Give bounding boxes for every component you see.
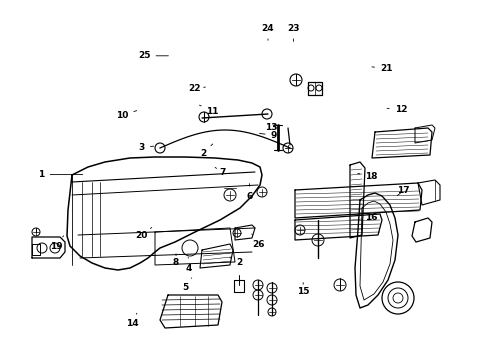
Text: 16: 16 — [361, 211, 377, 222]
Text: 14: 14 — [125, 313, 138, 328]
Text: 9: 9 — [259, 130, 277, 139]
Text: 1: 1 — [39, 170, 82, 179]
Text: 4: 4 — [184, 257, 191, 273]
Text: 19: 19 — [50, 236, 63, 251]
Text: 24: 24 — [261, 24, 274, 40]
Text: 13: 13 — [264, 123, 277, 132]
Text: 6: 6 — [246, 184, 252, 201]
Text: 10: 10 — [116, 111, 137, 120]
Text: 17: 17 — [396, 186, 409, 195]
Text: 12: 12 — [386, 105, 407, 114]
Text: 18: 18 — [357, 172, 377, 181]
Text: 26: 26 — [251, 234, 264, 249]
Text: 5: 5 — [183, 278, 191, 292]
Text: 25: 25 — [138, 51, 168, 60]
Text: 2: 2 — [200, 144, 212, 158]
Text: 11: 11 — [199, 105, 219, 116]
Text: 2: 2 — [229, 257, 242, 267]
Text: 8: 8 — [173, 254, 179, 267]
Text: 22: 22 — [188, 84, 205, 93]
Text: 7: 7 — [215, 167, 225, 177]
Text: 3: 3 — [139, 143, 153, 152]
Text: 20: 20 — [135, 228, 151, 240]
Text: 23: 23 — [286, 24, 299, 41]
Text: 21: 21 — [371, 64, 392, 73]
Text: 15: 15 — [296, 283, 309, 296]
